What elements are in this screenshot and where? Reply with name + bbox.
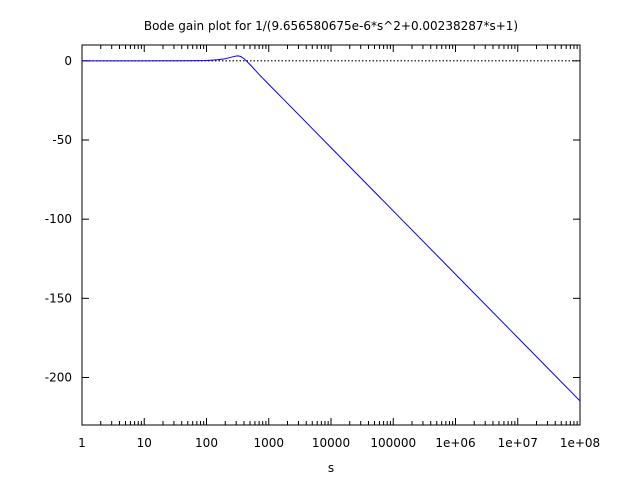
x-axis-label: s xyxy=(328,461,334,475)
x-tick-label: 1e+08 xyxy=(560,436,600,450)
x-tick-label: 1e+07 xyxy=(498,436,538,450)
axis-ticks xyxy=(81,45,581,425)
x-tick-label: 10000 xyxy=(312,436,350,450)
chart-title: Bode gain plot for 1/(9.656580675e-6*s^2… xyxy=(144,19,518,33)
gain-curve xyxy=(82,55,581,402)
y-tick-label: -50 xyxy=(52,133,72,147)
y-tick-label: -100 xyxy=(45,212,72,226)
y-tick-label: 0 xyxy=(64,54,72,68)
x-tick-label: 1000 xyxy=(253,436,284,450)
x-tick-label: 1e+06 xyxy=(435,436,475,450)
x-tick-label: 100000 xyxy=(370,436,416,450)
x-tick-label: 100 xyxy=(195,436,218,450)
x-tick-label: 1 xyxy=(78,436,86,450)
x-tick-label: 10 xyxy=(137,436,152,450)
series-lines xyxy=(82,55,581,402)
y-tick-label: -150 xyxy=(45,291,72,305)
tick-labels: 1 10 100 1000 10000 100000 1e+06 1e+07 1e+08 0 -50… xyxy=(45,54,600,450)
plot-frame xyxy=(81,44,581,426)
plot-axes xyxy=(81,44,581,426)
y-tick-label: -200 xyxy=(45,371,72,385)
